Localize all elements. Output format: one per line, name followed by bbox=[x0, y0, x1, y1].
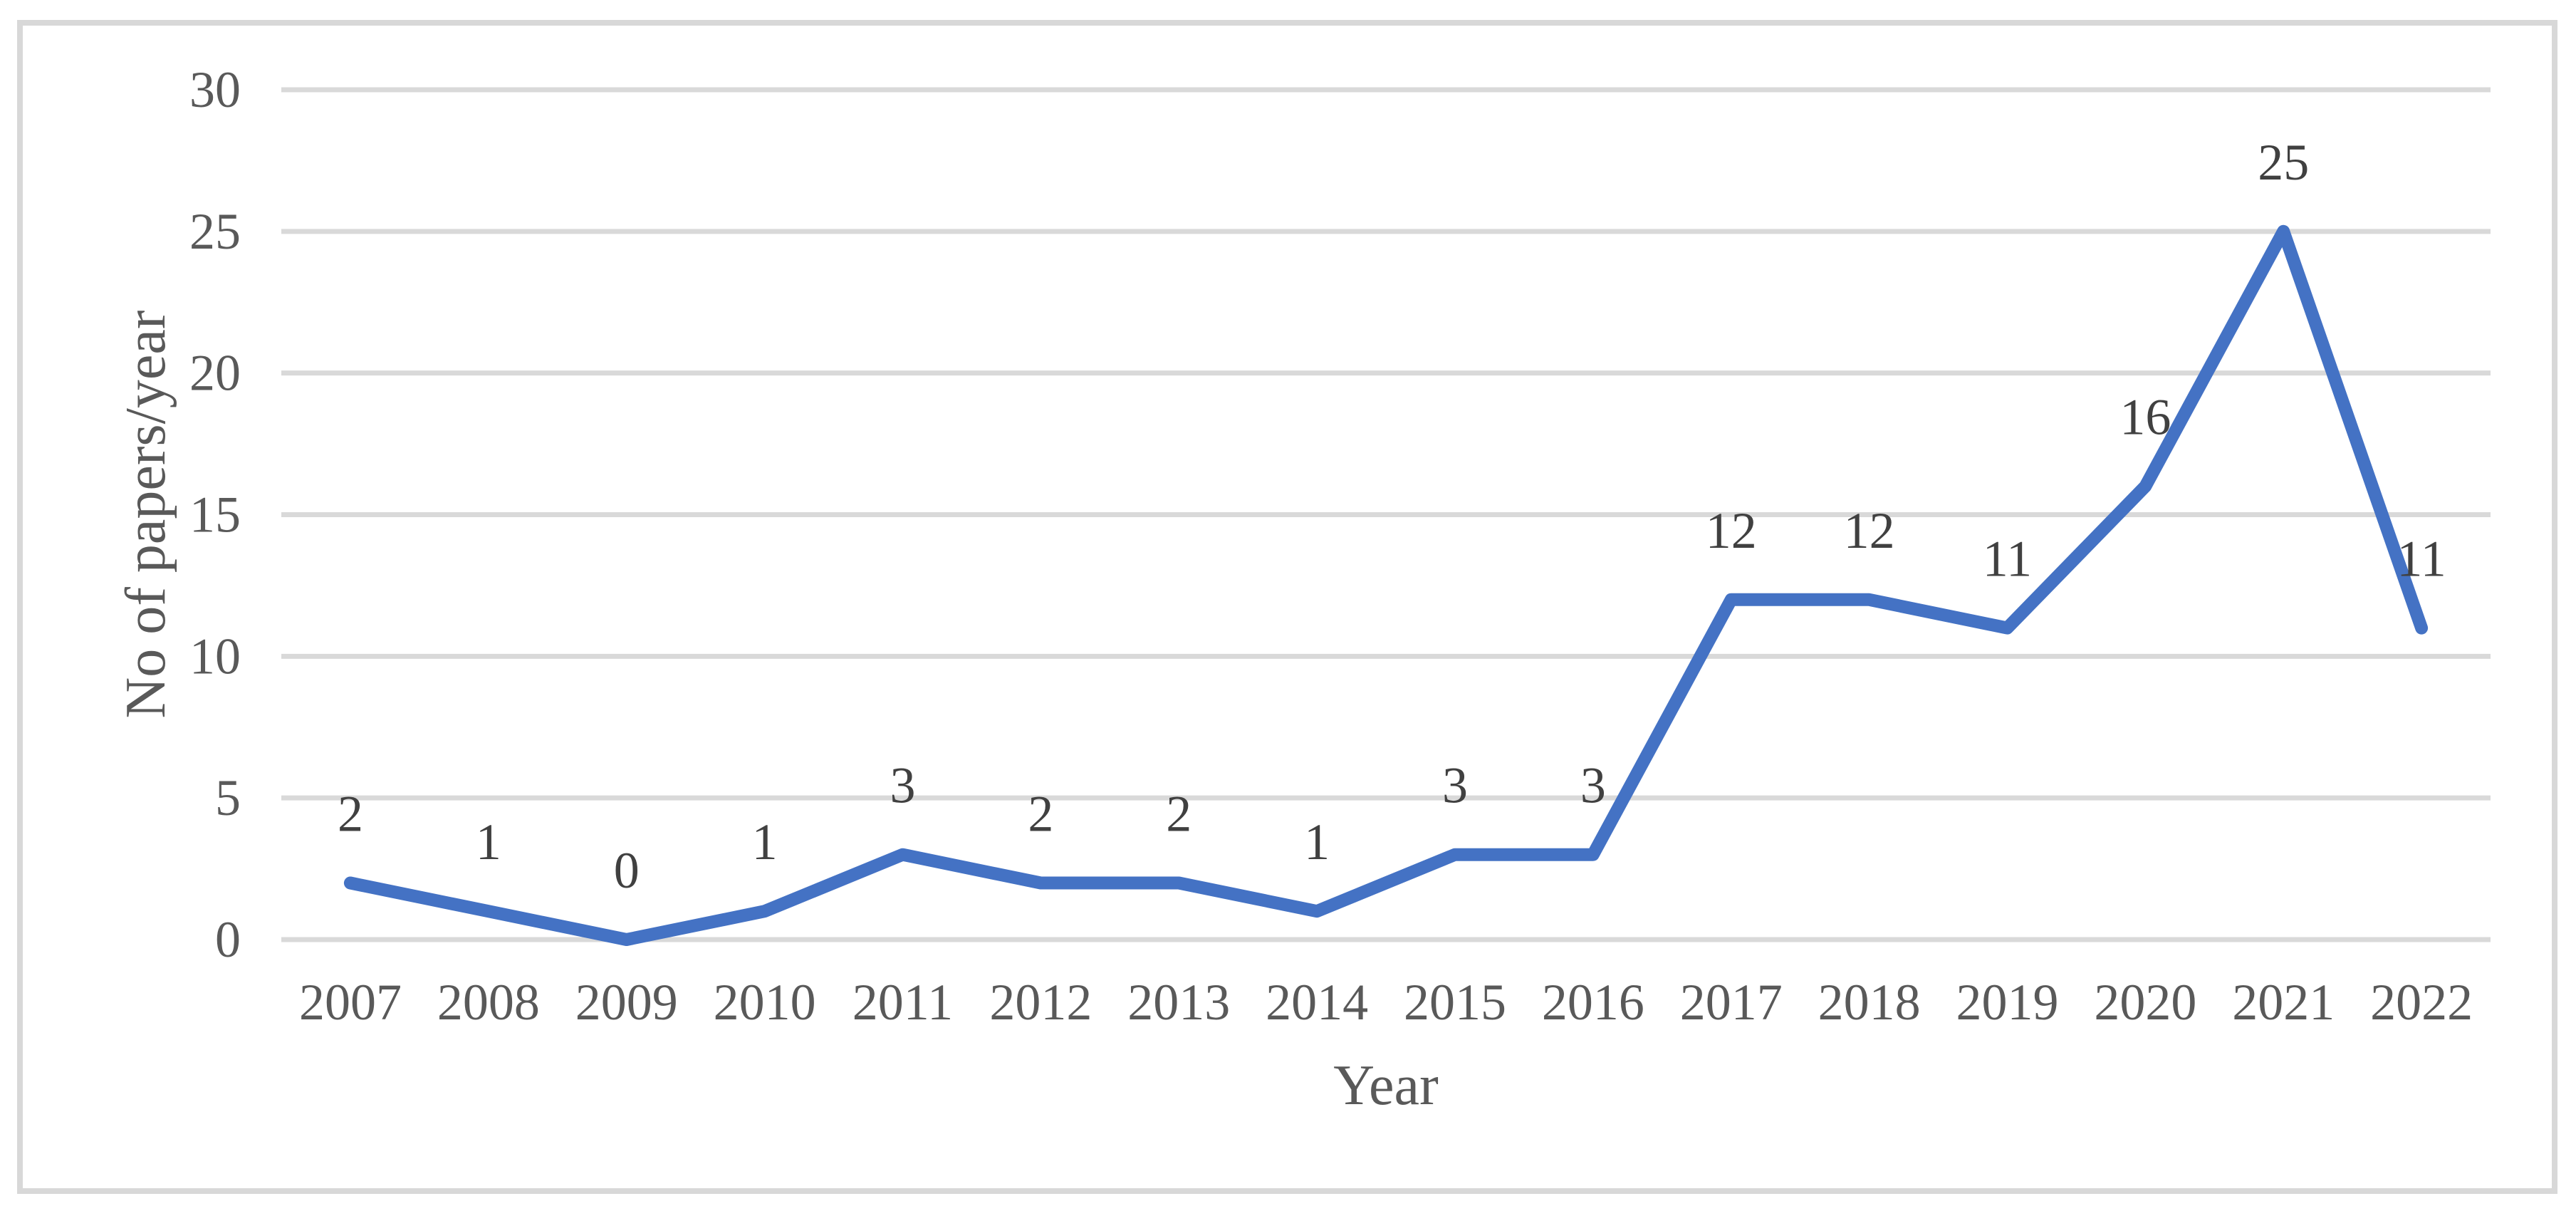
x-tick-label-2019: 2019 bbox=[1956, 974, 2058, 1031]
y-tick-label-25: 25 bbox=[189, 203, 241, 260]
x-tick-label-2020: 2020 bbox=[2094, 974, 2196, 1031]
series-line bbox=[343, 224, 2429, 946]
y-tick-label-10: 10 bbox=[189, 628, 241, 685]
data-label-2020: 16 bbox=[2119, 389, 2171, 446]
data-label-2010: 1 bbox=[752, 814, 778, 870]
x-tick-label-2022: 2022 bbox=[2370, 974, 2473, 1031]
data-label-2019: 11 bbox=[1983, 531, 2032, 588]
x-tick-label-2015: 2015 bbox=[1404, 974, 1506, 1031]
x-tick-label-2018: 2018 bbox=[1818, 974, 1921, 1031]
data-label-2012: 2 bbox=[1028, 785, 1053, 842]
x-tick-label-2013: 2013 bbox=[1127, 974, 1230, 1031]
y-tick-label-20: 20 bbox=[189, 345, 241, 402]
x-tick-label-2007: 2007 bbox=[299, 974, 402, 1031]
x-tick-label-2010: 2010 bbox=[714, 974, 816, 1031]
x-axis-title: Year bbox=[1333, 1054, 1438, 1117]
data-label-2021: 25 bbox=[2258, 134, 2309, 191]
x-tick-label-2016: 2016 bbox=[1542, 974, 1644, 1031]
x-axis-tick-labels: 2007 2008 2009 2010 2011 2012 2013 2014 2015 2016… bbox=[299, 974, 2473, 1031]
data-label-2017: 12 bbox=[1706, 502, 1757, 559]
y-axis-title: No of papers/year bbox=[115, 310, 177, 718]
data-label-2014: 1 bbox=[1304, 814, 1330, 870]
data-value-labels: 2 1 0 1 3 2 2 1 3 3 12 12 11 16 25 11 bbox=[338, 134, 2446, 899]
x-tick-label-2009: 2009 bbox=[575, 974, 678, 1031]
series-line-group bbox=[343, 224, 2429, 946]
x-tick-label-2008: 2008 bbox=[437, 974, 540, 1031]
figure-border bbox=[17, 20, 2557, 1194]
data-label-2016: 3 bbox=[1580, 757, 1606, 814]
y-tick-label-30: 30 bbox=[189, 61, 241, 118]
data-label-2011: 3 bbox=[890, 757, 915, 814]
x-tick-label-2014: 2014 bbox=[1266, 974, 1368, 1031]
data-label-2008: 1 bbox=[476, 814, 501, 870]
data-label-2013: 2 bbox=[1166, 785, 1191, 842]
data-label-2007: 2 bbox=[338, 785, 363, 842]
data-label-2009: 0 bbox=[614, 842, 640, 899]
x-tick-label-2011: 2011 bbox=[852, 974, 953, 1031]
x-tick-label-2012: 2012 bbox=[989, 974, 1092, 1031]
y-tick-label-5: 5 bbox=[215, 769, 241, 826]
y-tick-label-0: 0 bbox=[215, 911, 241, 968]
x-tick-label-2021: 2021 bbox=[2232, 974, 2335, 1031]
y-tick-label-15: 15 bbox=[189, 487, 241, 544]
data-label-2015: 3 bbox=[1442, 757, 1468, 814]
data-label-2018: 12 bbox=[1844, 502, 1895, 559]
x-tick-label-2017: 2017 bbox=[1680, 974, 1783, 1031]
y-axis-tick-labels: 0 5 10 15 20 25 30 bbox=[189, 61, 241, 968]
data-label-2022: 11 bbox=[2397, 531, 2446, 588]
